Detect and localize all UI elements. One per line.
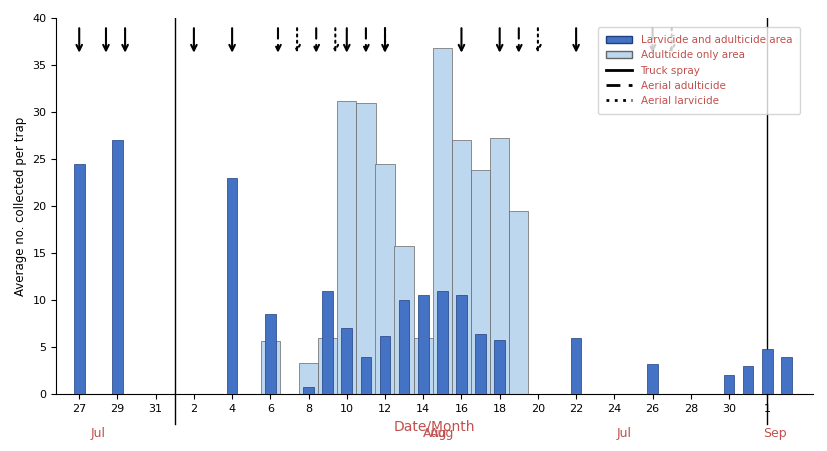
Bar xyxy=(394,245,414,394)
Bar xyxy=(361,357,371,394)
Bar xyxy=(342,328,352,394)
Bar xyxy=(375,164,394,394)
Bar xyxy=(495,340,505,394)
Text: Aug: Aug xyxy=(430,428,455,441)
Bar xyxy=(399,300,409,394)
Bar xyxy=(476,334,486,394)
Bar xyxy=(571,338,581,394)
Bar xyxy=(74,164,84,394)
X-axis label: Date/Month: Date/Month xyxy=(394,419,476,433)
Text: Sep: Sep xyxy=(763,428,786,441)
Bar xyxy=(418,295,428,394)
Bar xyxy=(648,364,658,394)
Bar xyxy=(380,336,390,394)
Text: Jul: Jul xyxy=(616,428,631,441)
Bar xyxy=(781,357,791,394)
Text: Jul: Jul xyxy=(91,428,106,441)
Bar xyxy=(743,366,753,394)
Bar xyxy=(337,101,356,394)
Bar xyxy=(356,102,375,394)
Bar xyxy=(762,349,772,394)
Bar xyxy=(318,338,337,394)
Bar xyxy=(112,140,122,394)
Bar xyxy=(457,295,466,394)
Bar xyxy=(471,170,490,394)
Bar xyxy=(452,140,471,394)
Bar xyxy=(299,363,318,394)
Text: Aug: Aug xyxy=(423,428,447,441)
Bar xyxy=(261,341,280,394)
Bar xyxy=(433,48,452,394)
Bar xyxy=(304,387,314,394)
Bar xyxy=(437,291,447,394)
Bar xyxy=(265,314,275,394)
Bar xyxy=(323,291,333,394)
Bar xyxy=(490,138,509,394)
Bar xyxy=(509,211,528,394)
Bar xyxy=(414,338,433,394)
Legend: Larvicide and adulticide area, Adulticide only area, Truck spray, Aerial adultic: Larvicide and adulticide area, Adulticid… xyxy=(598,27,801,115)
Bar xyxy=(227,178,237,394)
Y-axis label: Average no. collected per trap: Average no. collected per trap xyxy=(14,116,27,296)
Bar xyxy=(724,375,734,394)
